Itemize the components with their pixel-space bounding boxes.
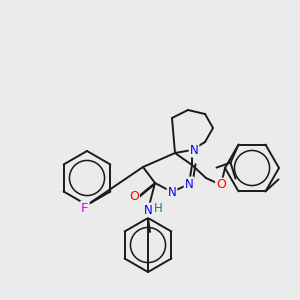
Text: H: H [154,202,162,215]
Text: N: N [184,178,194,190]
Text: F: F [81,202,89,214]
Text: N: N [190,143,198,157]
Text: O: O [129,190,139,203]
Text: N: N [144,203,152,217]
Text: N: N [168,185,176,199]
Text: O: O [216,178,226,191]
